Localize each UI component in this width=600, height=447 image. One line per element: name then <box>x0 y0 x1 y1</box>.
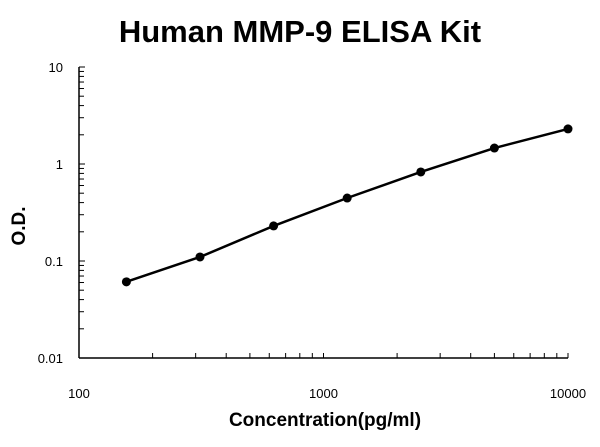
x-tick-label: 1000 <box>309 386 338 401</box>
data-point <box>121 277 131 287</box>
y-tick-label: 1 <box>56 157 63 172</box>
x-tick-label: 10000 <box>550 386 586 401</box>
data-point <box>563 124 573 134</box>
data-point <box>269 221 279 231</box>
standard-curve-line <box>125 127 569 284</box>
y-tick-label: 0.01 <box>38 351 63 366</box>
x-axis-label: Concentration(pg/ml) <box>228 410 422 431</box>
data-point <box>195 252 205 262</box>
chart-title: Human MMP-9 ELISA Kit <box>118 14 482 49</box>
data-point <box>342 193 352 203</box>
y-tick-label: 0.1 <box>45 254 63 269</box>
x-tick-label: 100 <box>68 386 90 401</box>
data-point <box>489 143 499 153</box>
y-tick-label: 10 <box>49 60 63 75</box>
data-point <box>416 167 426 177</box>
